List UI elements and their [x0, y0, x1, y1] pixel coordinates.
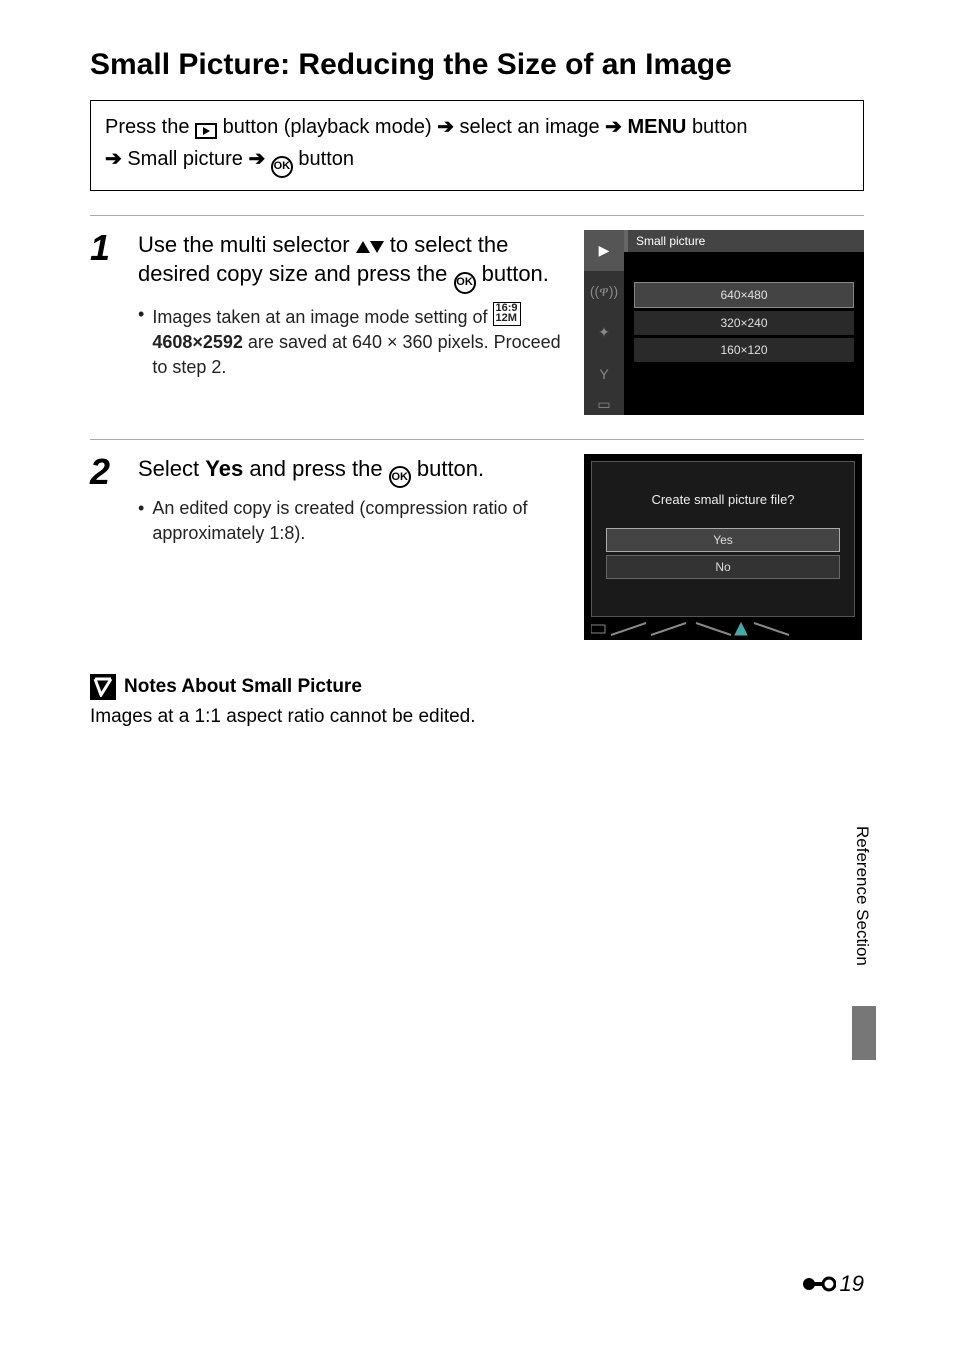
bullet-text: Images taken at an image mode setting of… [152, 302, 564, 380]
sidebar-antenna-icon: ((ዋ)) [584, 271, 624, 312]
divider [90, 439, 864, 440]
size-list: 640×480 320×240 160×120 [624, 252, 864, 375]
side-tab-block [852, 1006, 876, 1060]
bullet-dot: • [138, 496, 144, 546]
navigation-path-box: Press the button (playback mode) ➔ selec… [90, 100, 864, 191]
nav-text: select an image [460, 116, 600, 138]
dialog-yes-button[interactable]: Yes [606, 528, 840, 552]
nav-text: Small picture [127, 148, 243, 170]
nav-text: button [298, 148, 354, 170]
ok-icon: OK [389, 466, 411, 488]
camera-screen-1: ▶ ((ዋ)) ✦ Y ▭ Small picture 640×480 320×… [584, 230, 864, 415]
dialog-no-button[interactable]: No [606, 555, 840, 579]
bullet-text: An edited copy is created (compression r… [152, 496, 564, 546]
page-title: Small Picture: Reducing the Size of an I… [90, 48, 864, 82]
size-option[interactable]: 160×120 [634, 338, 854, 362]
down-icon [370, 241, 384, 253]
arrow-icon: ➔ [437, 116, 454, 138]
bullet-part: Images taken at an image mode setting of [152, 307, 492, 327]
heading-text: Use the multi selector [138, 232, 356, 257]
heading-text: Select [138, 456, 205, 481]
image-mode-icon: 16:912M [493, 302, 521, 326]
sidebar-retouch-icon: ✦ [584, 312, 624, 353]
notes-heading-row: Notes About Small Picture [90, 674, 864, 700]
page-number-value: 19 [840, 1271, 864, 1297]
ok-icon: OK [271, 156, 293, 178]
step-2-screen: Create small picture file? Yes No [584, 454, 864, 640]
nav-text: button (playback mode) [223, 116, 432, 138]
footer-graphic [591, 621, 855, 637]
arrow-icon: ➔ [605, 116, 622, 138]
size-option[interactable]: 640×480 [634, 282, 854, 308]
sidebar-playback-icon: ▶ [584, 230, 624, 271]
step-2-heading: Select Yes and press the OK button. [138, 454, 564, 488]
heading-text: button. [476, 261, 549, 286]
step-number: 2 [90, 454, 130, 640]
page-ref-icon [802, 1274, 836, 1294]
yes-bold: Yes [205, 456, 243, 481]
step-2-row: 2 Select Yes and press the OK button. • … [90, 454, 864, 640]
step-2-body: Select Yes and press the OK button. • An… [138, 454, 564, 640]
screen-footer-icons [591, 621, 855, 637]
arrow-icon: ➔ [105, 148, 122, 170]
heading-text: and press the [243, 456, 389, 481]
page-container: Small Picture: Reducing the Size of an I… [0, 0, 954, 768]
page-number: 19 [802, 1271, 864, 1297]
ok-icon: OK [454, 272, 476, 294]
bullet-dot: • [138, 302, 144, 380]
up-icon [356, 241, 370, 253]
camera-screen-2: Create small picture file? Yes No [584, 454, 862, 640]
sidebar-setup-icon: Y [584, 353, 624, 394]
nav-text: button [692, 116, 748, 138]
step-2-left: 2 Select Yes and press the OK button. • … [90, 454, 564, 640]
menu-label: MENU [627, 116, 686, 138]
step-1-body: Use the multi selector to select the des… [138, 230, 564, 415]
resolution-value: 4608×2592 [152, 332, 243, 352]
step-2-bullet: • An edited copy is created (compression… [138, 496, 564, 546]
side-tab-label: Reference Section [852, 820, 872, 1000]
notes-body: Images at a 1:1 aspect ratio cannot be e… [90, 706, 864, 728]
arrow-icon: ➔ [249, 148, 266, 170]
step-1-row: 1 Use the multi selector to select the d… [90, 230, 864, 415]
heading-text: button. [411, 456, 484, 481]
nav-text: Press the [105, 116, 189, 138]
step-1-heading: Use the multi selector to select the des… [138, 230, 564, 294]
size-option[interactable]: 320×240 [634, 311, 854, 335]
screen-header: Small picture [624, 230, 864, 252]
step-1-left: 1 Use the multi selector to select the d… [90, 230, 564, 415]
step-1-screen: ▶ ((ዋ)) ✦ Y ▭ Small picture 640×480 320×… [584, 230, 864, 415]
dialog-panel: Create small picture file? Yes No [591, 461, 855, 617]
playback-icon [195, 123, 217, 139]
dialog-question: Create small picture file? [592, 462, 854, 525]
notes-icon [90, 674, 116, 700]
step-1-bullet: • Images taken at an image mode setting … [138, 302, 564, 380]
screen-sidebar: ▶ ((ዋ)) ✦ Y ▭ [584, 230, 624, 415]
divider [90, 215, 864, 216]
notes-title: Notes About Small Picture [124, 676, 362, 698]
screen-main: Small picture 640×480 320×240 160×120 [624, 230, 864, 415]
step-number: 1 [90, 230, 130, 415]
sidebar-battery-icon: ▭ [584, 394, 624, 415]
side-tab: Reference Section [852, 820, 876, 1060]
